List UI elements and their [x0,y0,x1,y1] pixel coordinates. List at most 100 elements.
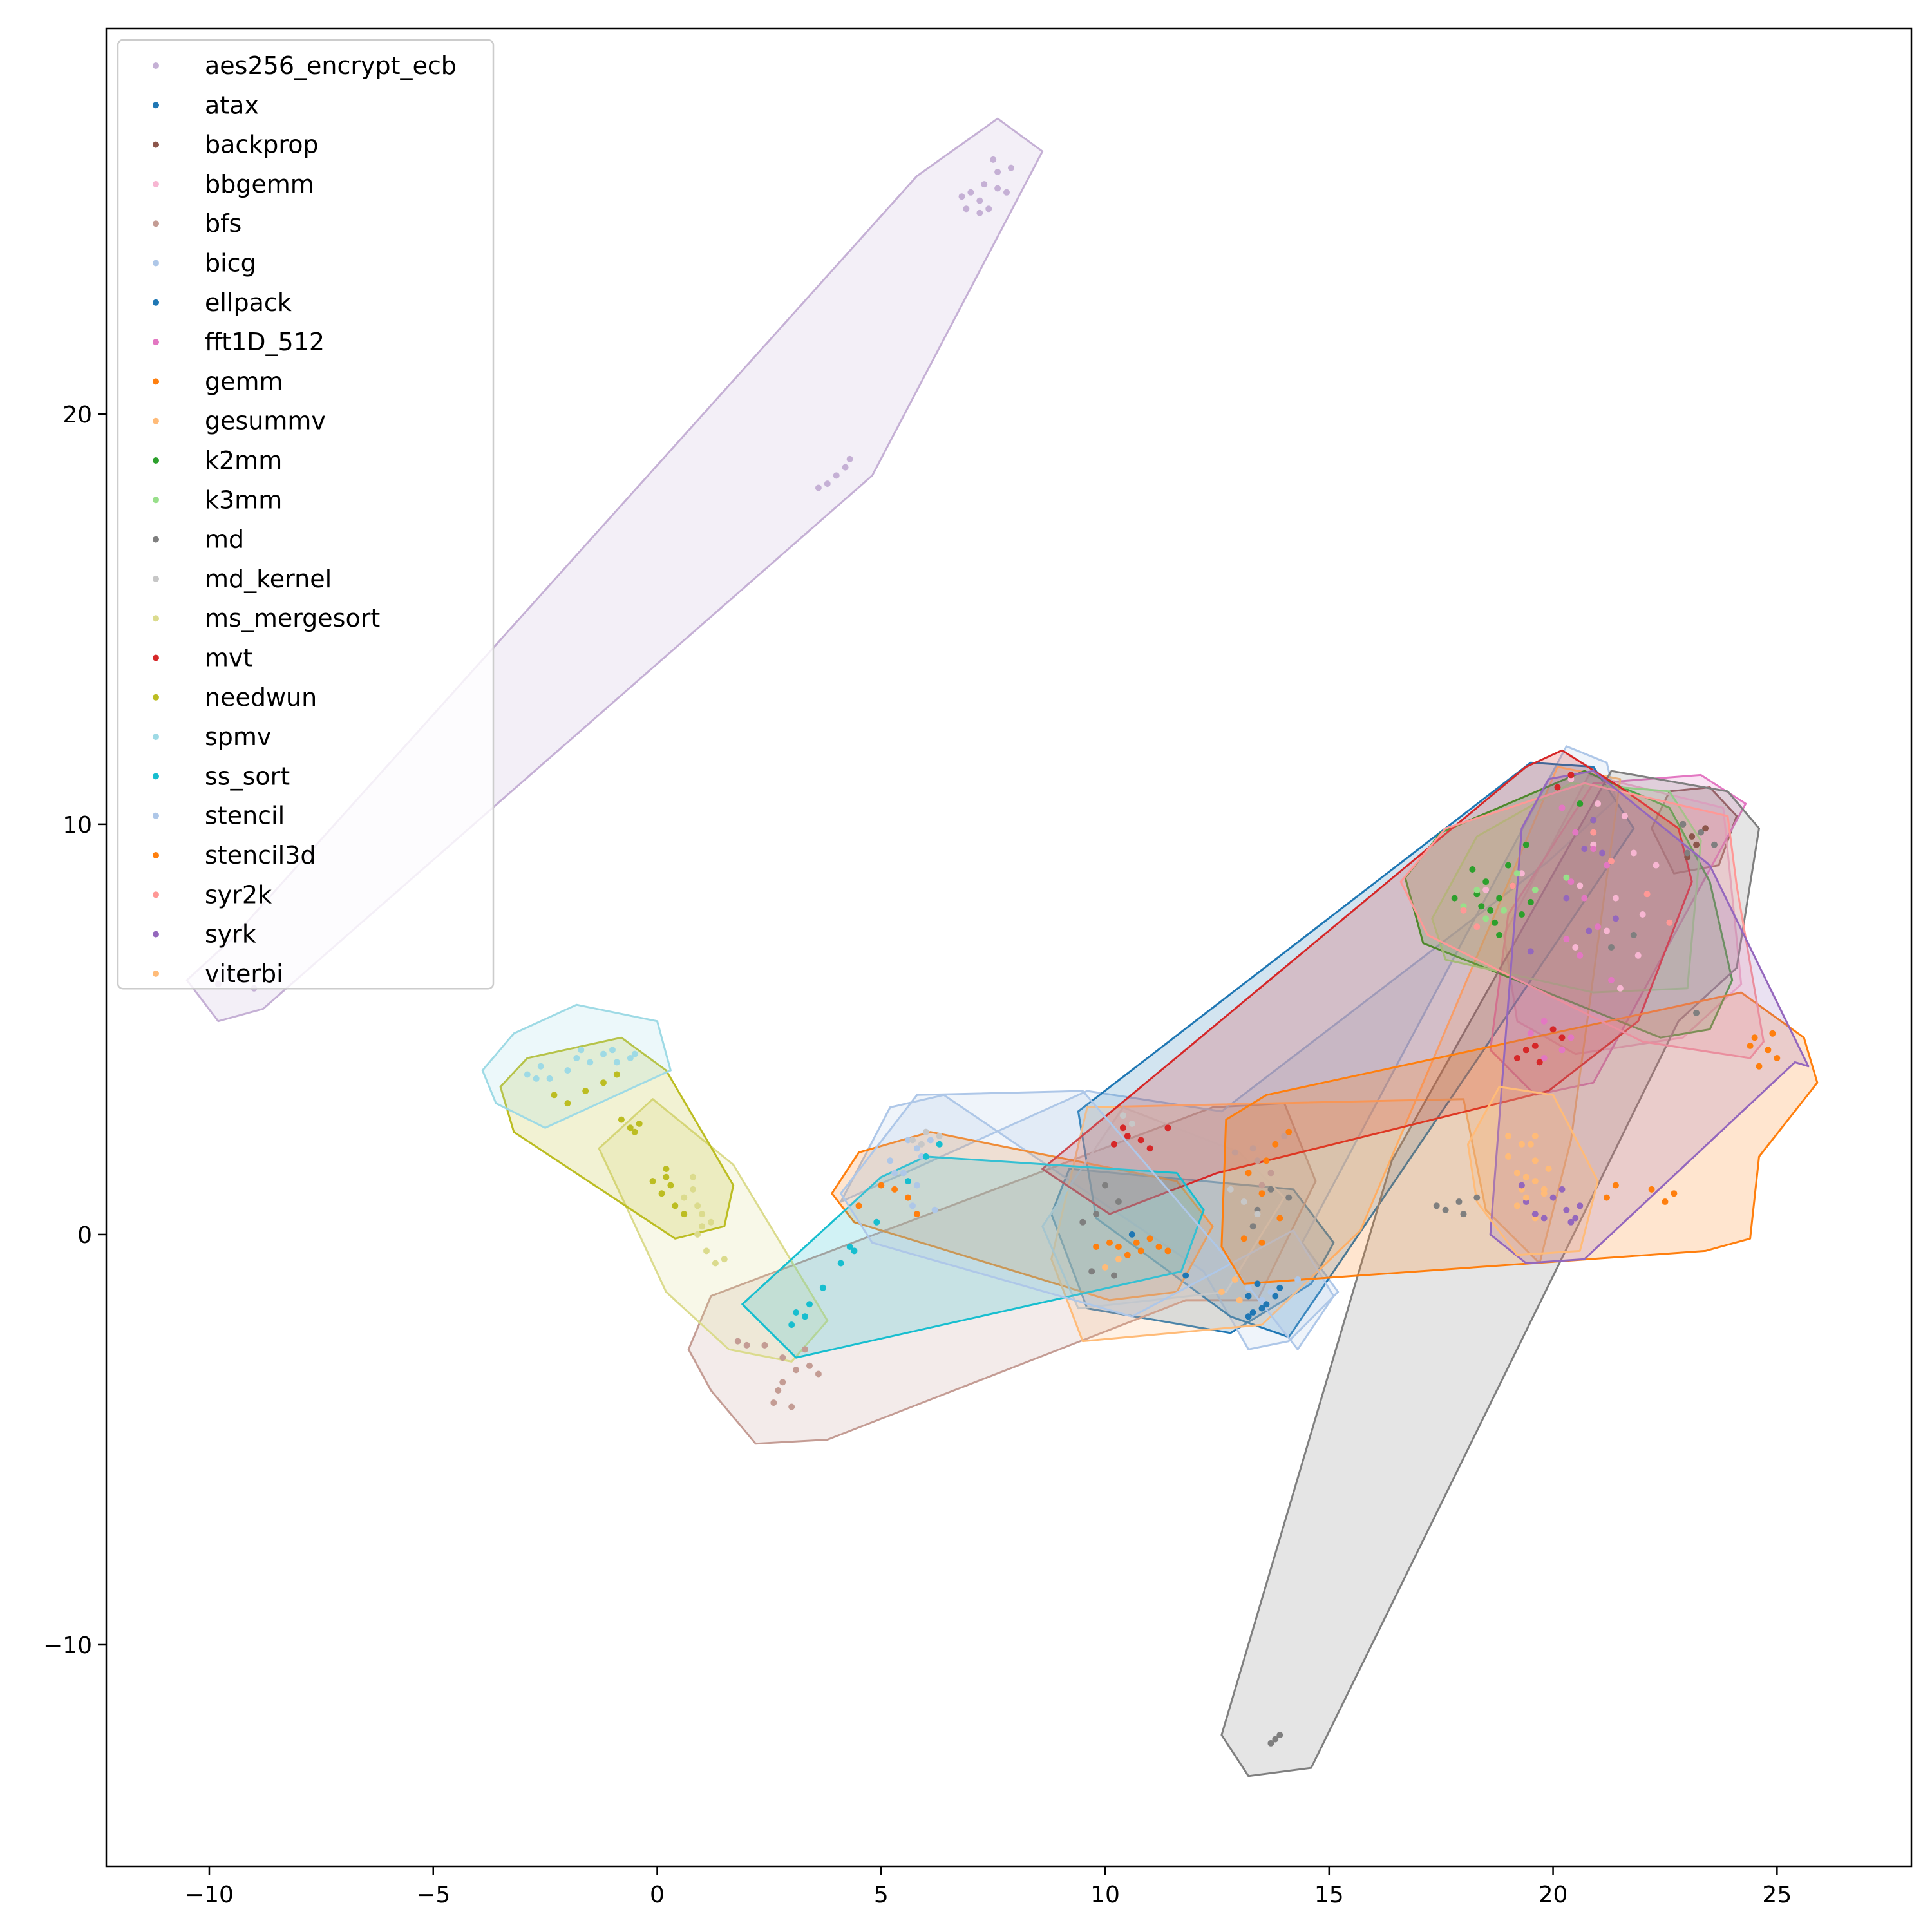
point-gemm-11 [878,1182,885,1189]
legend-label-gemm: gemm [205,367,283,395]
point-syrk-4 [1572,1215,1579,1222]
point-bicg-7 [931,1206,938,1213]
point-fft1d-512-9 [1540,1018,1548,1025]
point-md-15 [1267,1186,1274,1193]
point-stencil3d-14 [1648,1186,1655,1193]
point-stencil3d-1 [1263,1157,1270,1164]
point-gemm-0 [1115,1244,1122,1250]
point-backprop-2 [1702,825,1709,832]
legend-label-viterbi: viterbi [205,960,283,988]
point-mvt-7 [1567,772,1575,779]
legend-marker-fft1d-512 [153,339,159,346]
point-md-kernel-6 [1240,1198,1247,1205]
point-bfs-8 [775,1387,782,1394]
point-viterbi-1 [1527,1141,1534,1148]
point-aes256-encrypt-ecb-1 [994,185,1001,192]
point-spmv-3 [564,1067,571,1074]
point-viterbi-4 [1540,1186,1548,1193]
point-mvt-8 [1549,1026,1557,1033]
point-spmv-1 [537,1063,544,1070]
point-mvt-9 [1531,1042,1539,1049]
point-spmv-5 [587,1059,594,1066]
point-bfs-4 [815,1370,822,1378]
point-stencil3d-4 [1258,1190,1265,1197]
hull-needwun [499,1036,735,1240]
point-md-kernel-5 [1128,1120,1135,1127]
legend-label-mvt: mvt [205,644,252,672]
point-fft1d-512-6 [1595,923,1602,931]
point-fft1d-512-2 [1590,846,1597,853]
point-bfs-9 [806,1362,813,1369]
point-syr2k-0 [1460,907,1467,914]
point-gesummv-13 [1115,1256,1122,1263]
point-stencil3d-17 [1612,1182,1619,1189]
point-bbgemm-9 [1604,927,1610,934]
legend-label-bfs: bfs [205,209,242,238]
y-tick-label: 20 [62,402,92,428]
point-bfs-14 [1281,1133,1288,1139]
hull-spmv [481,1003,672,1129]
point-aes256-encrypt-ecb-5 [1003,189,1010,196]
point-md-22 [1693,1009,1700,1016]
point-stencil3d-12 [1769,1030,1776,1037]
hull-viterbi [1466,1086,1599,1256]
point-gesummv-0 [1518,1141,1525,1148]
hull-bicg [840,745,1617,1350]
point-atax-2 [1272,1293,1279,1300]
legend-marker-mvt [153,654,159,661]
point-bfs-17 [1231,1149,1238,1156]
point-gemm-3 [1155,1244,1162,1250]
point-md-0 [1272,1736,1279,1743]
legend-marker-bbgemm [153,180,159,187]
point-bicg-1 [913,1182,920,1189]
point-needwun-12 [658,1190,665,1197]
point-fft1d-512-13 [1567,1034,1575,1041]
point-bfs-5 [779,1379,786,1386]
hull-stencil [840,1090,1335,1350]
point-bbgemm-7 [1612,895,1619,902]
point-k2mm-13 [1522,841,1530,848]
point-ss-sort-0 [793,1309,800,1316]
point-gesummv-8 [1545,1166,1552,1172]
point-spmv-9 [578,1046,585,1054]
point-ss-sort-11 [788,1321,795,1329]
point-bicg-8 [909,1202,916,1209]
point-spmv-10 [533,1075,540,1082]
point-aes256-encrypt-ecb-10 [976,209,983,216]
point-aes256-encrypt-ecb-7 [1008,164,1014,171]
point-syrk-9 [1567,1218,1575,1226]
point-needwun-4 [613,1071,620,1078]
point-md-9 [1115,1198,1122,1205]
point-gesummv-10 [1231,1276,1238,1283]
point-syrk-13 [1563,895,1570,902]
point-stencil3d-8 [1751,1034,1758,1041]
x-tick-label: −10 [185,1882,234,1908]
point-bfs-16 [1249,1145,1256,1152]
legend-marker-syr2k [153,891,159,898]
point-bfs-11 [802,1346,808,1353]
y-tick-label: 10 [62,812,92,838]
point-md-24 [1608,944,1615,951]
point-md-19 [1698,829,1705,836]
point-bbgemm-10 [1572,944,1579,951]
point-fft1d-512-3 [1604,862,1610,869]
point-md-1 [1276,1732,1283,1739]
point-mvt-5 [1146,1145,1153,1152]
point-gemm-6 [1164,1247,1171,1255]
hull-syr2k [1399,782,1765,1059]
point-fft1d-512-4 [1567,878,1575,886]
point-mvt-2 [1119,1124,1126,1132]
point-needwun-3 [600,1079,607,1086]
point-gemm-7 [1106,1239,1113,1246]
point-mvt-0 [1111,1141,1117,1148]
point-bfs-10 [734,1338,741,1345]
legend-marker-needwun [153,694,159,701]
point-ellpack-1 [1263,1301,1270,1308]
point-bbgemm-13 [1482,886,1490,893]
point-fft1d-512-5 [1581,895,1588,902]
point-fft1d-512-7 [1563,936,1570,943]
point-syrk-5 [1558,1186,1566,1193]
point-spmv-7 [613,1059,620,1066]
point-k2mm-11 [1505,862,1511,869]
point-ss-sort-6 [851,1247,858,1255]
